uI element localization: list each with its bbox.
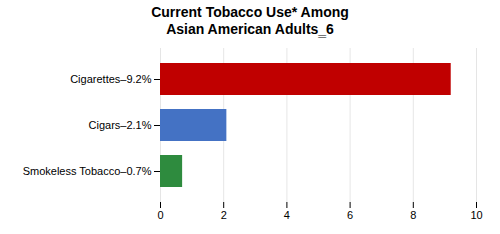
svg-text:0: 0	[157, 209, 163, 221]
svg-text:Cigars–2.1%: Cigars–2.1%	[89, 119, 152, 131]
svg-text:Smokeless Tobacco–0.7%: Smokeless Tobacco–0.7%	[23, 165, 152, 177]
svg-text:8: 8	[410, 209, 416, 221]
svg-text:2: 2	[221, 209, 227, 221]
svg-text:6: 6	[347, 209, 353, 221]
html-text:Current Tobacco Use* Among Asi: Current Tobacco Use* Among Asian America…	[151, 4, 349, 37]
svg-text:4: 4	[284, 209, 290, 221]
svg-text:Cigarettes–9.2%: Cigarettes–9.2%	[70, 73, 152, 85]
svg-text:10: 10	[470, 209, 482, 221]
